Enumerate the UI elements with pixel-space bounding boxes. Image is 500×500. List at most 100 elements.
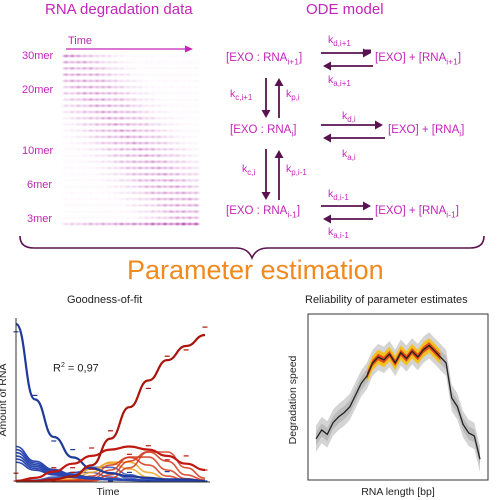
rate-ka-top: ka,i+1: [328, 74, 351, 89]
gel-band: [92, 184, 102, 189]
gel-band: [179, 53, 189, 59]
gel-band: [166, 103, 176, 108]
gel-band: [172, 109, 182, 115]
length-label-30mer: 30mer: [22, 50, 54, 62]
gel-band: [179, 97, 189, 102]
length-label-20mer: 20mer: [22, 84, 54, 96]
gel-band: [73, 178, 83, 183]
complex-mid: [EXO : RNAi]: [230, 124, 297, 139]
gel-band: [166, 53, 176, 59]
gel-band: [67, 190, 77, 195]
gel-band: [61, 197, 71, 202]
gel-band: [61, 215, 71, 220]
gel-band: [67, 172, 77, 177]
rate-kc-upper: kc,i+1: [230, 88, 253, 103]
gel-band: [80, 184, 90, 189]
gel-band: [148, 85, 158, 90]
gel-band: [191, 184, 201, 189]
gel-band: [61, 165, 71, 171]
gel-band: [80, 172, 90, 177]
rate-kc-lower: kc,i: [242, 163, 256, 178]
gel-band: [61, 184, 71, 189]
gel-band: [148, 66, 158, 71]
gel-band: [166, 72, 176, 77]
gel-band: [191, 128, 201, 133]
reliability-x-label: RNA length [bp]: [361, 486, 435, 498]
gel-band: [135, 53, 145, 59]
gel-band: [92, 215, 102, 220]
gel-band: [80, 203, 90, 208]
gel-band: [141, 78, 152, 83]
gel-band: [110, 215, 121, 220]
gel-time-label: Time: [68, 35, 93, 47]
gel-band: [73, 165, 83, 171]
gel-band: [179, 85, 189, 90]
gel-band: [160, 78, 170, 83]
gel-band: [179, 128, 189, 133]
gel-band: [129, 66, 139, 71]
gel-band: [86, 209, 96, 214]
time-arrow-head: [185, 45, 193, 53]
gel-band: [191, 109, 201, 115]
reliability-median-line: [315, 344, 481, 460]
free-species-bottom: [EXO] + [RNAi-1]: [375, 205, 459, 220]
reliability-chart: Degradation speed RNA length [bp]: [287, 313, 489, 498]
reliability-y-label: Degradation speed: [287, 355, 299, 444]
gel-band: [191, 209, 201, 214]
rate-kd-bottom: kd,i-1: [328, 188, 349, 203]
gel-band: [154, 91, 164, 96]
gel-band: [191, 165, 201, 171]
gel-band: [191, 147, 201, 152]
gel-band: [185, 91, 195, 96]
fit-series-line: [15, 333, 206, 483]
gel-band: [191, 172, 201, 177]
length-label-3mer: 3mer: [27, 213, 53, 225]
reliability-frame: [307, 313, 489, 481]
degradation-data-title: RNA degradation data: [45, 1, 193, 18]
gel-band: [61, 153, 71, 158]
gel-band: [98, 203, 108, 208]
reliability-title: Reliability of parameter estimates: [305, 294, 468, 306]
gel-band: [172, 122, 182, 127]
gel-band: [179, 66, 189, 71]
gel-band: [191, 178, 201, 183]
gel-band: [160, 66, 170, 71]
gel-band: [172, 78, 182, 83]
gel-band: [185, 134, 195, 139]
gel-band: [104, 209, 114, 214]
gel-band: [135, 72, 145, 77]
gel-band: [86, 178, 96, 183]
gel-band: [185, 60, 195, 65]
gel-band: [191, 215, 201, 220]
gel-band: [191, 66, 201, 71]
free-species-top: [EXO] + [RNAi+1]: [375, 52, 462, 67]
gel-band: [191, 153, 201, 158]
length-label-10mer: 10mer: [22, 145, 54, 157]
gel-image: [61, 45, 201, 227]
gel-band: [185, 122, 195, 127]
gel-band: [185, 103, 195, 108]
gel-band: [191, 97, 201, 102]
free-species-mid: [EXO] + [RNAi]: [388, 124, 465, 139]
ode-model-title: ODE model: [306, 1, 384, 18]
gel-band: [191, 221, 201, 227]
gel-band: [191, 159, 201, 164]
complex-bottom: [EXO : RNAi-1]: [226, 205, 301, 220]
gel-band: [92, 197, 102, 202]
rate-ka-mid: ka,i: [342, 148, 356, 163]
fit-x-label: Time: [97, 486, 120, 498]
goodness-of-fit-chart: Amount of RNA Time: [0, 318, 210, 498]
curly-brace: [19, 235, 485, 261]
fit-series-line: [14, 322, 206, 483]
gel-band: [166, 85, 176, 90]
gel-band: [123, 60, 133, 65]
gel-band: [191, 190, 201, 195]
gel-band: [73, 209, 83, 214]
gel-band: [179, 116, 189, 121]
gel-band: [67, 159, 77, 164]
gel-band: [191, 197, 201, 202]
gel-band: [80, 215, 90, 220]
gel-band: [154, 72, 164, 77]
gel-band: [148, 53, 158, 59]
